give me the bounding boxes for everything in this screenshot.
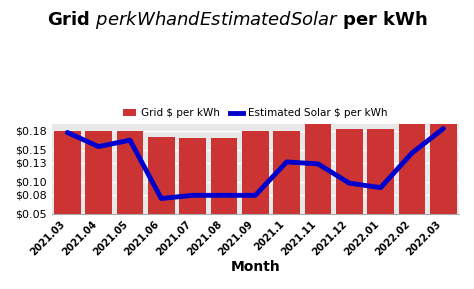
Estimated Solar $ per kWh — [346, 181, 352, 185]
Estimated Solar $ per kWh — [96, 145, 101, 148]
Bar — [210, 138, 237, 214]
Estimated Solar $ per kWh — [190, 194, 195, 197]
Bar — [54, 131, 81, 214]
Estimated Solar $ per kWh — [64, 131, 70, 134]
Bar — [273, 131, 300, 214]
Legend: Grid $ per kWh, Estimated Solar $ per kWh: Grid $ per kWh, Estimated Solar $ per kW… — [119, 104, 392, 123]
Estimated Solar $ per kWh — [378, 186, 383, 189]
Estimated Solar $ per kWh — [253, 194, 258, 197]
Bar — [242, 131, 269, 214]
Bar — [399, 124, 425, 214]
Estimated Solar $ per kWh — [158, 197, 164, 200]
Bar — [117, 131, 143, 214]
Bar — [336, 129, 363, 214]
Bar — [430, 118, 456, 214]
Bar — [148, 137, 174, 214]
Bar — [367, 129, 394, 214]
Bar — [305, 124, 331, 214]
Line: Estimated Solar $ per kWh: Estimated Solar $ per kWh — [67, 129, 443, 199]
Bar — [85, 131, 112, 214]
Estimated Solar $ per kWh — [315, 162, 321, 166]
Estimated Solar $ per kWh — [127, 138, 133, 142]
Bar — [179, 138, 206, 214]
Estimated Solar $ per kWh — [284, 160, 290, 164]
Estimated Solar $ per kWh — [440, 127, 446, 130]
X-axis label: Month: Month — [230, 260, 280, 274]
Estimated Solar $ per kWh — [221, 194, 227, 197]
Estimated Solar $ per kWh — [409, 151, 415, 155]
Text: Grid $ per kWh and Estimated Solar $ per kWh: Grid $ per kWh and Estimated Solar $ per… — [46, 9, 428, 31]
